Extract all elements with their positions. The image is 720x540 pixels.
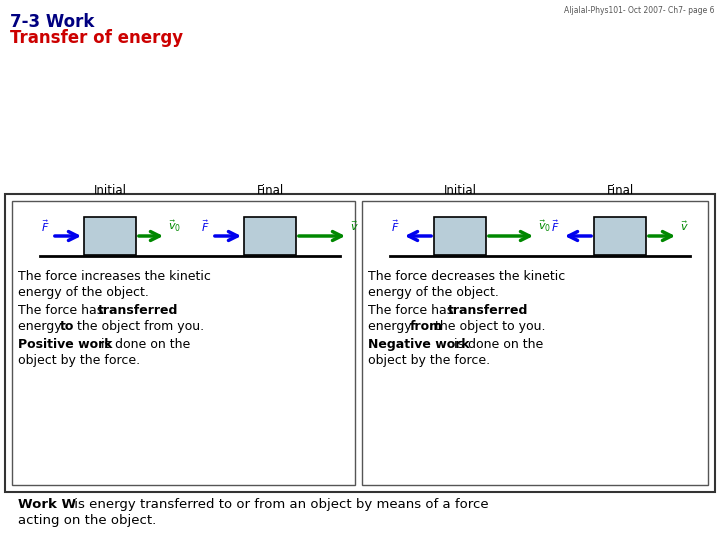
Text: Negative work: Negative work [368, 338, 469, 351]
Text: $\vec{F}$: $\vec{F}$ [392, 218, 400, 234]
Text: The force has: The force has [18, 304, 107, 317]
Text: object by the force.: object by the force. [18, 354, 140, 367]
Text: the object from you.: the object from you. [73, 320, 204, 333]
Text: The force has: The force has [368, 304, 457, 317]
Text: is done on the: is done on the [97, 338, 190, 351]
Text: energy: energy [368, 320, 415, 333]
Text: $\vec{F}$: $\vec{F}$ [552, 218, 560, 234]
Text: Initial: Initial [94, 184, 127, 197]
Text: The force decreases the kinetic: The force decreases the kinetic [368, 270, 565, 283]
Text: Final: Final [256, 184, 284, 197]
Text: $\vec{v}$: $\vec{v}$ [680, 219, 689, 233]
Text: Transfer of energy: Transfer of energy [10, 29, 183, 47]
Bar [12, 201, 355, 485]
Text: the object to you.: the object to you. [431, 320, 546, 333]
Text: $\vec{F}$: $\vec{F}$ [202, 218, 210, 234]
Text: Aljalal-Phys101- Oct 2007- Ch7- page 6: Aljalal-Phys101- Oct 2007- Ch7- page 6 [564, 6, 714, 15]
Text: $\vec{v}$: $\vec{v}$ [350, 219, 359, 233]
Text: transferred: transferred [98, 304, 179, 317]
Text: 7-3 Work: 7-3 Work [10, 13, 94, 31]
Bar [84, 217, 136, 255]
Text: is energy transferred to or from an object by means of a force: is energy transferred to or from an obje… [70, 498, 489, 511]
Text: transferred: transferred [448, 304, 528, 317]
Text: Final: Final [606, 184, 634, 197]
Text: to: to [60, 320, 74, 333]
Bar [434, 217, 486, 255]
Bar [362, 201, 708, 485]
Text: acting on the object.: acting on the object. [18, 514, 156, 527]
Text: Work W: Work W [18, 498, 76, 511]
Text: object by the force.: object by the force. [368, 354, 490, 367]
Text: energy of the object.: energy of the object. [18, 286, 149, 299]
Text: $\vec{v}_0$: $\vec{v}_0$ [538, 218, 551, 234]
Text: energy: energy [18, 320, 66, 333]
Text: $\vec{v}_0$: $\vec{v}_0$ [168, 218, 181, 234]
Bar [244, 217, 296, 255]
Text: $\vec{F}$: $\vec{F}$ [42, 218, 50, 234]
Bar [594, 217, 646, 255]
Text: is done on the: is done on the [450, 338, 544, 351]
Text: The force increases the kinetic: The force increases the kinetic [18, 270, 211, 283]
Text: Positive work: Positive work [18, 338, 112, 351]
Text: from: from [410, 320, 443, 333]
Text: Initial: Initial [444, 184, 477, 197]
Text: energy of the object.: energy of the object. [368, 286, 499, 299]
Bar [5, 194, 715, 492]
